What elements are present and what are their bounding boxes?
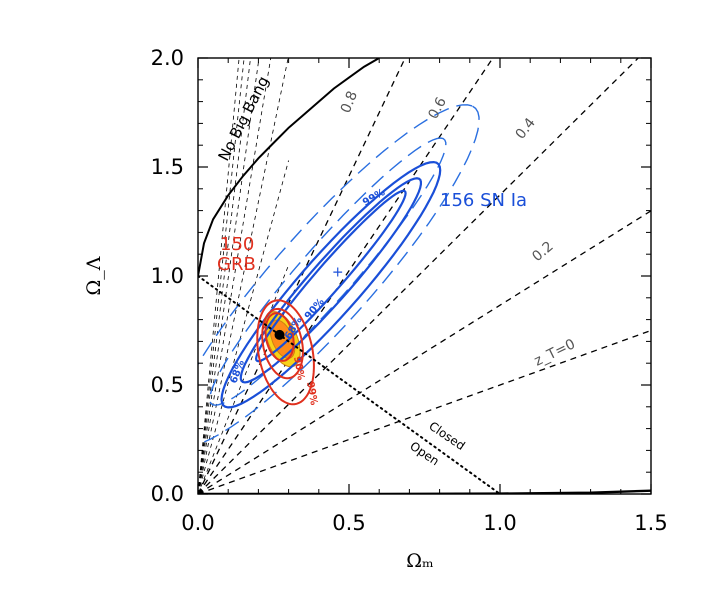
x-tick-label: 1.0 <box>483 511 516 535</box>
origin-fan-line-3 <box>198 58 272 494</box>
origin-fan-line-5 <box>198 58 251 494</box>
sn-contour-2 <box>220 160 442 409</box>
sn-dashed-contour-0 <box>209 137 447 406</box>
transition-line-1 <box>198 210 651 494</box>
grb-label-line1: 150 <box>220 234 254 255</box>
open-closed-line <box>198 275 501 494</box>
grb-contour-0 <box>264 312 295 362</box>
y-tick-label: 1.5 <box>151 155 184 179</box>
transition-line-3 <box>198 58 494 494</box>
plot-frame <box>197 57 652 495</box>
y-tick-label: 1.0 <box>151 264 184 288</box>
grb-68-label: 68% <box>228 359 247 385</box>
zt-0.2-label: 0.2 <box>529 238 556 265</box>
zt-0.8-label: 0.8 <box>338 89 361 116</box>
data-layer: + <box>198 58 651 494</box>
sn-contour-0 <box>254 189 407 363</box>
grb-contour-2 <box>256 299 315 406</box>
no-big-bang-curve <box>198 58 380 277</box>
y-tick-label: 0.0 <box>151 482 184 506</box>
origin-fan-line-0 <box>198 264 289 494</box>
grb-contour-1 <box>261 307 304 380</box>
y-tick-label: 0.5 <box>151 373 184 397</box>
zt-0.6-label: 0.6 <box>425 95 450 122</box>
sn-contour-1 <box>239 177 422 384</box>
x-tick-label: 0.0 <box>181 511 214 535</box>
combined-contour-1 <box>269 319 296 359</box>
sn-best-fit-marker: + <box>332 265 344 281</box>
grb-90-label: 90% <box>291 356 306 381</box>
no-big-bang-label: No Big Bang <box>215 73 273 164</box>
zt-0.4-label: 0.4 <box>513 115 539 142</box>
sn-99-label: 99% <box>361 187 387 208</box>
x-axis-label: Ωₘ <box>406 550 434 572</box>
y-axis-label: Ω_Λ <box>83 256 105 295</box>
sn-ia-label: 156 SN Ia <box>440 190 527 211</box>
x-tick-label: 1.5 <box>634 511 667 535</box>
grb-label-line2: GRB <box>217 254 256 275</box>
y-tick-label: 2.0 <box>151 46 184 70</box>
sn-dashed-contour-1 <box>198 104 480 446</box>
transition-line-4 <box>198 58 406 494</box>
open-label: Open <box>407 439 441 469</box>
transition-line-0 <box>198 329 651 494</box>
ticks-layer: 0.0 0.5 1.0 1.5 0.0 0.5 1.0 1.5 2.0 <box>151 46 668 535</box>
transition-line-2 <box>198 58 640 494</box>
x-tick-label: 0.5 <box>332 511 365 535</box>
origin-fan-line-7 <box>198 58 240 494</box>
closed-label: Closed <box>426 419 467 453</box>
grb-99-label: 99% <box>304 381 319 406</box>
origin-fan-line-2 <box>198 58 289 494</box>
